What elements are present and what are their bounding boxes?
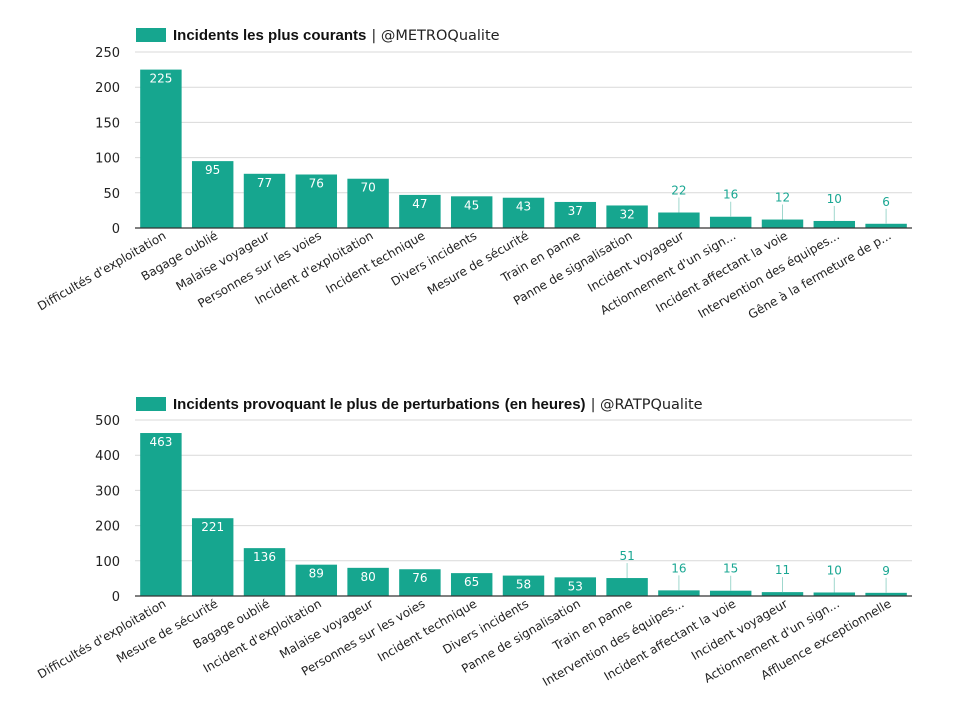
bar [243,548,286,596]
legend-swatch [136,397,166,411]
bar [865,223,907,228]
data-label: 37 [568,204,583,218]
y-tick-label: 200 [95,520,120,535]
bar [709,216,752,228]
chart-title: Incidents les plus courants | @METROQuali… [173,27,500,44]
bar [761,592,804,596]
data-label: 6 [882,195,890,209]
y-tick-label: 150 [95,116,120,131]
data-label: 58 [516,578,531,592]
data-label: 32 [619,207,634,221]
data-label: 77 [257,176,272,190]
bar [399,569,441,596]
data-label: 225 [149,72,172,86]
bar [813,592,856,596]
bar [399,194,441,228]
data-label: 16 [723,188,738,202]
data-label: 76 [309,176,324,190]
data-label: 65 [464,575,479,589]
bar [140,433,182,596]
y-tick-label: 250 [95,46,120,61]
bar [658,212,700,228]
data-label: 80 [360,570,375,584]
bar [347,178,389,228]
data-label: 47 [412,197,427,211]
bar [295,564,338,596]
y-tick-label: 0 [112,222,120,237]
bar [865,592,907,596]
y-tick-label: 400 [95,449,120,464]
chart-title: Incidents provoquant le plus de perturba… [173,396,703,413]
y-tick-label: 500 [95,414,120,429]
y-tick-label: 200 [95,81,120,96]
data-label: 51 [619,549,634,563]
y-tick-label: 100 [95,152,120,167]
data-label: 16 [671,561,686,575]
y-tick-label: 300 [95,484,120,499]
data-label: 45 [464,198,479,212]
data-label: 95 [205,163,220,177]
data-label: 10 [827,563,842,577]
data-label: 43 [516,200,531,214]
chart-most-common-incidents: Incidents les plus courants | @METROQuali… [0,0,973,360]
data-label: 53 [568,579,583,593]
data-label: 10 [827,192,842,206]
data-label: 12 [775,191,790,205]
y-tick-label: 100 [95,555,120,570]
bar [709,590,752,596]
y-tick-label: 0 [112,590,120,605]
chart-most-disruptive-incidents: Incidents provoquant le plus de perturba… [0,360,973,721]
data-label: 463 [149,435,172,449]
data-label: 76 [412,571,427,585]
bar [191,518,234,596]
data-label: 221 [201,520,224,534]
bar [450,573,493,596]
bar [295,174,338,228]
bar [554,201,597,228]
bar [554,577,597,596]
data-label: 22 [671,184,686,198]
bar [761,219,804,228]
data-label: 89 [309,567,324,581]
chart-svg: Incidents les plus courants | @METROQuali… [35,27,912,322]
legend-swatch [136,28,166,42]
bar [606,205,648,228]
bar [243,173,286,228]
data-label: 136 [253,550,276,564]
bar [140,69,182,228]
bar [347,567,389,596]
y-tick-label: 50 [103,187,120,202]
bar [502,575,545,596]
bar [658,590,700,596]
bar [606,578,648,596]
data-label: 9 [882,564,890,578]
bar [191,161,234,228]
bar [502,197,545,228]
chart-svg: Incidents provoquant le plus de perturba… [35,396,912,689]
bar [813,220,856,228]
data-label: 11 [775,563,790,577]
bar [450,196,493,228]
data-label: 70 [360,181,375,195]
data-label: 15 [723,562,738,576]
